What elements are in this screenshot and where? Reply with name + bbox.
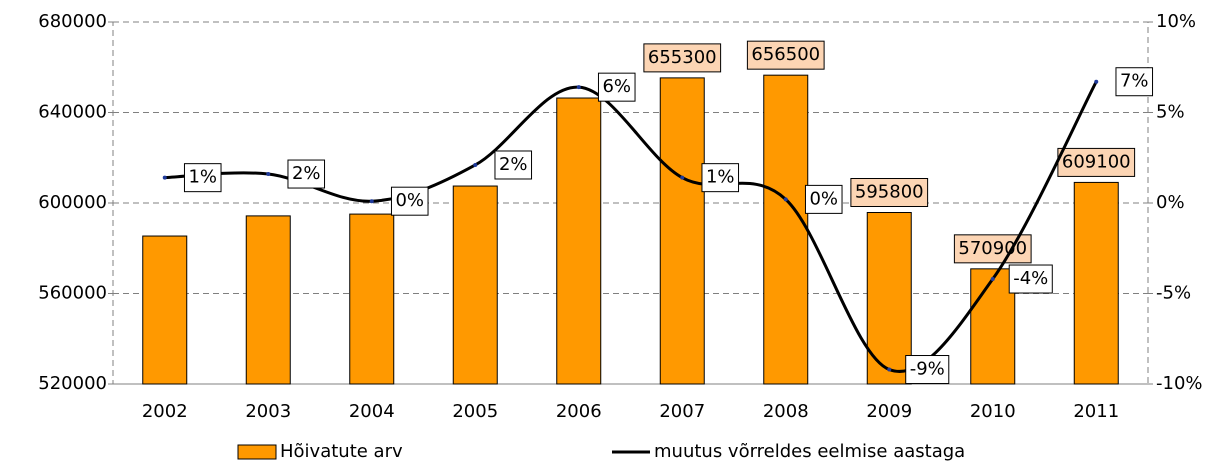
data-label-box: -9%: [905, 355, 950, 385]
y2-tick-label: 0%: [1156, 192, 1185, 213]
line-point: [990, 277, 995, 282]
x-tick-label: 2011: [1073, 401, 1119, 422]
bar: [1073, 181, 1119, 385]
data-label: 1%: [188, 167, 217, 188]
legend-label: muutus võrreldes eelmise aastaga: [654, 441, 965, 462]
data-label-box: 0%: [390, 186, 429, 216]
data-label-box: 2%: [494, 150, 533, 180]
y-tick-label: 640000: [38, 102, 107, 123]
line: [164, 81, 1098, 373]
data-label: 2%: [499, 154, 528, 175]
y-tick-label: 680000: [38, 11, 107, 32]
data-label-bg: [287, 159, 326, 189]
data-label: -4%: [1013, 268, 1048, 289]
data-label: 609100: [1062, 151, 1131, 172]
line-point: [369, 199, 374, 204]
data-label: 0%: [395, 190, 424, 211]
data-label: 1%: [706, 167, 735, 188]
y2-tick-label: -10%: [1156, 373, 1203, 394]
bar: [556, 97, 602, 385]
data-label-bg: [183, 163, 222, 193]
data-label-bg: [494, 150, 533, 180]
legend-swatch: [237, 444, 277, 460]
line-point: [266, 172, 271, 177]
x-tick-label: 2002: [142, 401, 188, 422]
data-label-bg: [643, 43, 722, 73]
data-label-bg: [701, 163, 740, 193]
x-tick-label: 2004: [349, 401, 395, 422]
data-label: 2%: [292, 163, 321, 184]
bar: [659, 77, 705, 385]
line-point: [680, 175, 685, 180]
data-label-bg: [746, 40, 825, 70]
data-label-box: 7%: [1115, 67, 1154, 97]
x-tick-label: 2003: [245, 401, 291, 422]
x-tick-label: 2008: [763, 401, 809, 422]
x-tick-label: 2010: [970, 401, 1016, 422]
bar: [452, 185, 498, 385]
line-point: [162, 175, 167, 180]
y-tick-label: 520000: [38, 373, 107, 394]
data-label-box: 656500: [746, 40, 825, 70]
line-point: [887, 367, 892, 372]
data-label-bg: [804, 184, 843, 214]
data-label-bg: [597, 72, 636, 102]
data-label-box: 655300: [643, 43, 722, 73]
y-tick-label: 600000: [38, 192, 107, 213]
data-label-box: 1%: [701, 163, 740, 193]
bar: [245, 215, 291, 385]
data-label-box: -4%: [1008, 264, 1053, 294]
data-label: 655300: [648, 47, 717, 68]
data-label-bg: [850, 178, 929, 208]
data-label-bg: [1008, 264, 1053, 294]
data-label-box: 2%: [287, 159, 326, 189]
data-label-bg: [390, 186, 429, 216]
line-point: [473, 162, 478, 167]
data-label-box: 1%: [183, 163, 222, 193]
x-tick-label: 2005: [452, 401, 498, 422]
bar: [763, 74, 809, 385]
legend-label: Hõivatute arv: [280, 441, 403, 462]
y-tick-label: 560000: [38, 283, 107, 304]
x-tick-label: 2009: [866, 401, 912, 422]
bar: [970, 268, 1016, 385]
data-label-box: 595800: [850, 178, 929, 208]
data-label: 656500: [751, 44, 820, 65]
y2-tick-label: 5%: [1156, 102, 1185, 123]
line-point: [783, 197, 788, 202]
plot-frame: [112, 21, 1149, 385]
line-point: [1094, 79, 1099, 84]
x-tick-label: 2007: [659, 401, 705, 422]
data-label-box: 0%: [804, 184, 843, 214]
data-label-box: 6%: [597, 72, 636, 102]
data-label-bg: [905, 355, 950, 385]
data-label: 595800: [855, 182, 924, 203]
bar: [349, 213, 395, 385]
data-label: 7%: [1120, 71, 1149, 92]
data-label: -9%: [910, 359, 945, 380]
line-point: [576, 85, 581, 90]
x-tick-label: 2006: [556, 401, 602, 422]
y2-tick-label: -5%: [1156, 283, 1191, 304]
bar: [142, 235, 188, 385]
data-label: 6%: [602, 76, 631, 97]
data-label-bg: [1115, 67, 1154, 97]
data-label-box: 570900: [953, 234, 1032, 264]
data-label: 0%: [809, 188, 838, 209]
y2-tick-label: 10%: [1156, 11, 1196, 32]
data-label-box: 609100: [1057, 147, 1136, 177]
